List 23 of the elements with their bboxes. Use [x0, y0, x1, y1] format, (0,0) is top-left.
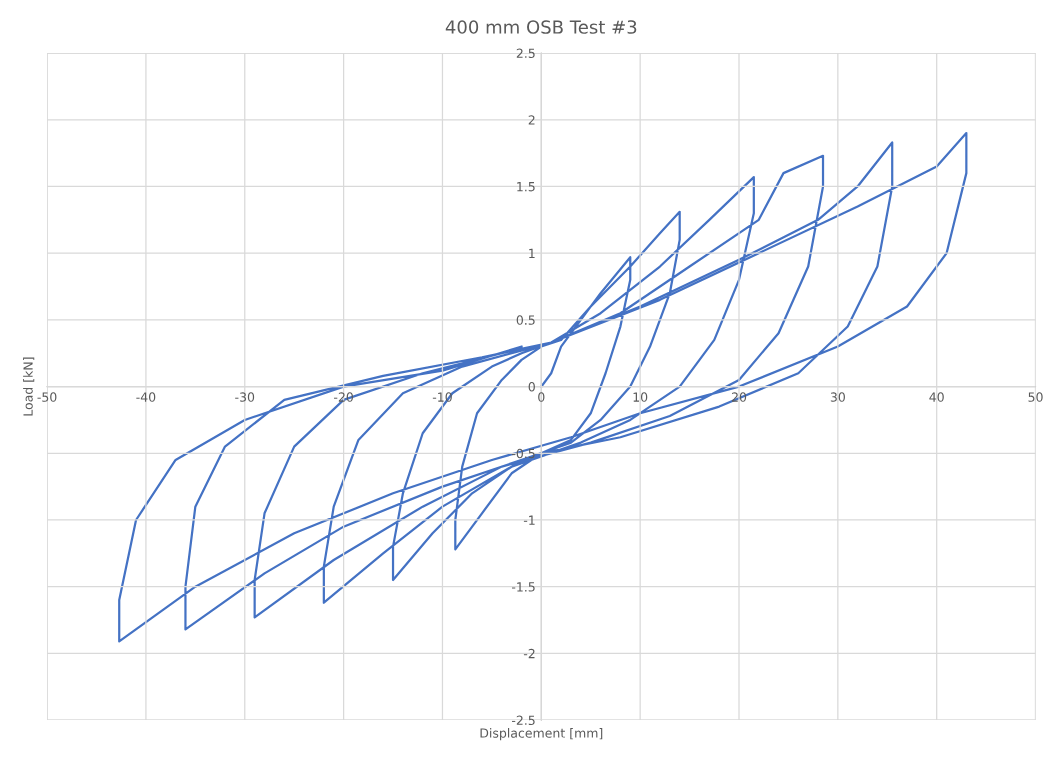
x-tick-label: -40: [136, 392, 156, 402]
y-tick-label: 0.5: [516, 315, 535, 325]
y-tick-label: 2.5: [516, 48, 535, 58]
y-tick-label: -1: [523, 515, 535, 525]
x-tick-label: 40: [929, 392, 944, 402]
y-tick-label: 2: [528, 115, 535, 125]
y-tick-label: 0: [528, 382, 535, 392]
x-tick-label: 10: [633, 392, 648, 402]
y-tick-label: -2.5: [511, 715, 535, 726]
x-axis-title: Displacement [mm]: [480, 728, 603, 741]
x-tick-label: 30: [830, 392, 845, 402]
x-tick-label: 0: [538, 392, 545, 402]
chart-title: 400 mm OSB Test #3: [445, 20, 637, 34]
x-tick-label: -50: [37, 392, 57, 402]
x-tick-label: -30: [235, 392, 255, 402]
y-tick-label: -2: [523, 648, 535, 659]
y-tick-label: 1.5: [517, 182, 535, 192]
y-tick-label: -1.5: [511, 582, 535, 592]
y-axis-title: Load [kN]: [23, 357, 35, 416]
line-series: [118, 131, 968, 643]
x-tick-label: 50: [1028, 392, 1043, 402]
y-tick-label: 1: [529, 248, 535, 258]
x-tick-label: -20: [334, 392, 353, 402]
